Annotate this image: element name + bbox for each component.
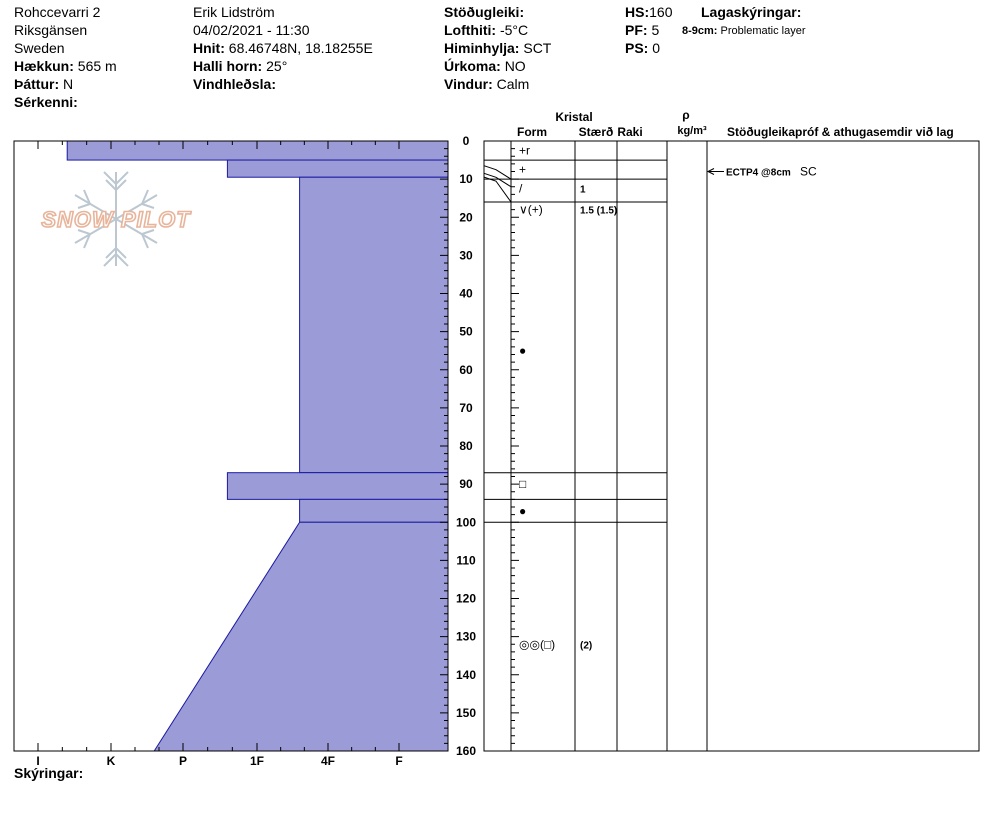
hardness-label: 1F [250, 754, 264, 768]
depth-label: 120 [456, 592, 476, 606]
hardness-layer [226, 472, 449, 500]
depth-label: 30 [459, 248, 473, 262]
depth-label: 90 [459, 477, 473, 491]
hardness-layers [66, 140, 449, 752]
hardness-layer [226, 159, 449, 178]
depth-label: 40 [459, 287, 473, 301]
header-crystal: Kristal [555, 110, 592, 124]
pf-row: PF: 5 [625, 22, 660, 38]
observer-name: Erik Lidström [193, 4, 275, 20]
grain-table-columns [510, 141, 708, 751]
grain-form: ∨(+) [519, 203, 543, 217]
depth-label: 160 [456, 744, 476, 758]
header-form: Form [517, 125, 547, 139]
wind-loading-row: Vindhleðsla: [193, 76, 276, 92]
site-name: Rohccevarri 2 [14, 4, 101, 20]
grain-form: ● [519, 344, 526, 358]
hardness-label: 4F [321, 754, 335, 768]
watermark-logo: SNOW PILOT [41, 207, 191, 232]
air-temp-row: Lofthiti: -5°C [444, 22, 529, 38]
slope-row: Halli horn: 25° [193, 58, 288, 74]
header-density-unit: kg/m³ [677, 125, 707, 137]
layer-boundaries [484, 140, 667, 523]
ps-row: PS: 0 [625, 40, 661, 56]
depth-label: 10 [459, 172, 473, 186]
precip-row: Úrkoma: NO [444, 58, 526, 74]
coords-row: Hnit: 68.46748N, 18.18255E [193, 40, 373, 56]
grain-size: 1 [580, 185, 586, 196]
header-tests: Stöðugleikapróf & athugasemdir við lag [727, 125, 954, 139]
header-moisture: Raki [617, 125, 642, 139]
grain-size: (2) [580, 640, 592, 651]
sky-row: Himinhylja: SCT [444, 40, 552, 56]
site-region: Riksgänsen [14, 22, 88, 38]
wind-row: Vindur: Calm [444, 76, 530, 92]
hardness-layer [299, 498, 449, 523]
header-size: Stærð [579, 125, 614, 139]
hardness-labels: I K P 1F 4F F [36, 754, 402, 768]
depth-ticks [440, 140, 519, 752]
grain-sizes: 1 1.5 (1.5) (2) [580, 185, 617, 652]
depth-label: 140 [456, 668, 476, 682]
test-result: ECTP4 @8cm [726, 168, 791, 179]
hardness-layer [66, 140, 449, 161]
stability-row: Stöðugleiki: [444, 4, 525, 20]
features-row: Sérkenni: [14, 94, 78, 110]
site-country: Sweden [14, 40, 65, 56]
depth-label: 70 [459, 401, 473, 415]
grain-table-frame [483, 140, 980, 752]
layer-connectors [483, 165, 512, 203]
snowflake-icon [74, 171, 158, 267]
observation-datetime: 04/02/2021 - 11:30 [193, 22, 310, 38]
test-note: SC [800, 165, 817, 179]
header-density-symbol: ρ [682, 108, 689, 122]
layer-connector [483, 176, 512, 203]
hardness-layer [153, 521, 449, 752]
depth-label: 100 [456, 515, 476, 529]
hardness-layer [299, 176, 449, 474]
grain-size: 1.5 (1.5) [580, 206, 617, 217]
layer-connector [483, 165, 512, 180]
depth-label: 150 [456, 706, 476, 720]
depth-label: 130 [456, 630, 476, 644]
legend-label: Skýringar: [14, 765, 83, 781]
layer-note: 8-9cm: Problematic layer [682, 25, 806, 37]
hs-row: HS:160 [625, 4, 673, 20]
hardness-label: I [36, 754, 39, 768]
depth-axis-labels: 0 10 20 30 40 50 60 70 80 90 100 110 120 130 140 150 160 [456, 134, 476, 758]
grain-form: ◎◎(□) [519, 637, 555, 651]
stability-tests: ECTP4 @8cm SC [706, 165, 817, 179]
layer-connector [483, 172, 512, 188]
layer-notes-label: Lagaskýringar: [701, 4, 802, 20]
grain-form: / [519, 182, 523, 196]
grain-form: +r [519, 144, 530, 158]
elevation-row: Hækkun: 565 m [14, 58, 117, 74]
depth-label: 0 [463, 134, 470, 148]
hardness-ticks [37, 141, 400, 751]
hardness-label: P [179, 754, 187, 768]
depth-label: 50 [459, 325, 473, 339]
depth-label: 60 [459, 363, 473, 377]
aspect-row: Þáttur: N [14, 76, 74, 92]
hardness-label: F [395, 754, 402, 768]
grain-forms: +r + / ∨(+) ● □ ● ◎◎(□) [519, 144, 555, 652]
test-arrowhead [706, 168, 715, 175]
hardness-label: K [107, 754, 116, 768]
grain-form: + [519, 163, 526, 177]
depth-label: 20 [459, 210, 473, 224]
grain-form: □ [519, 477, 526, 491]
depth-label: 80 [459, 439, 473, 453]
grain-form: ● [519, 504, 526, 518]
depth-label: 110 [456, 553, 476, 567]
